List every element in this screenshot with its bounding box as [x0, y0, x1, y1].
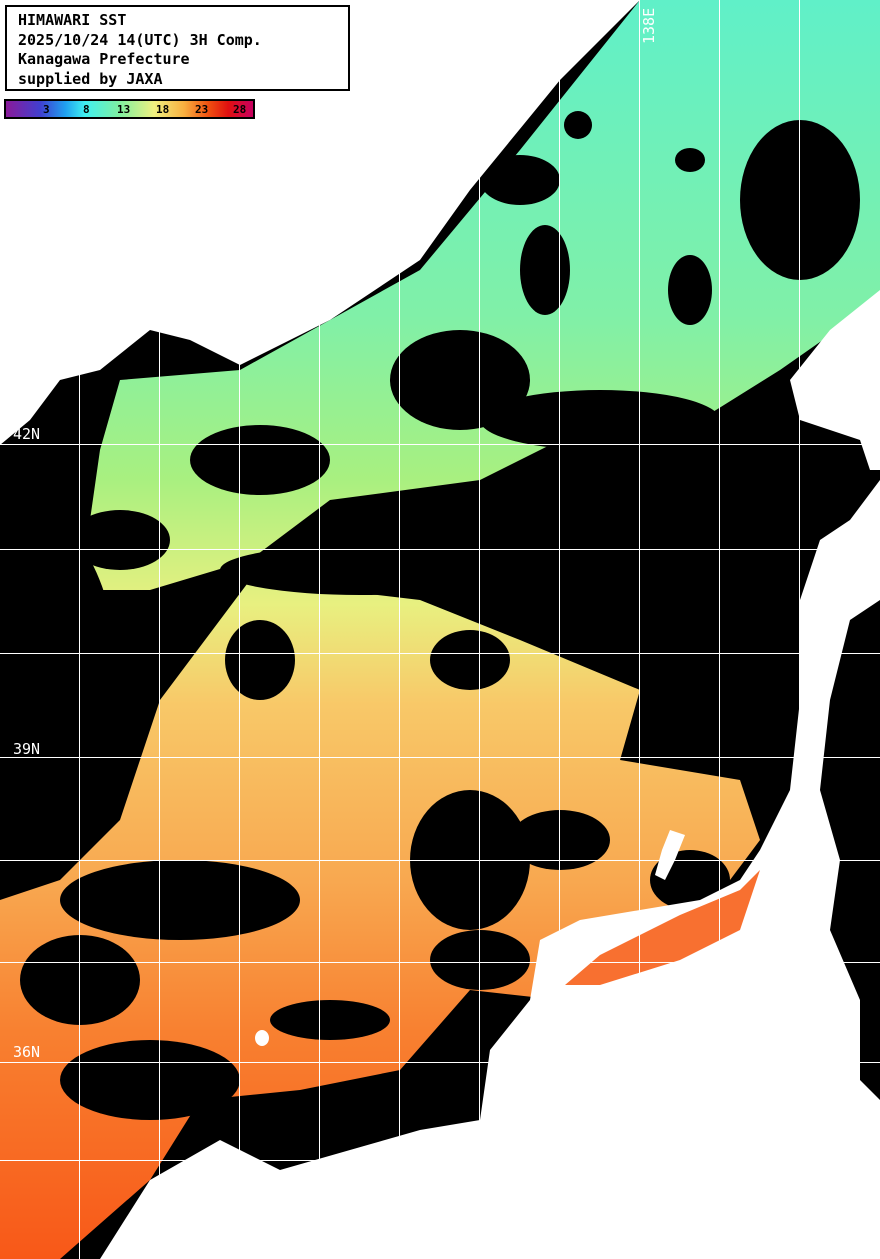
title-line-datetime: 2025/10/24 14(UTC) 3H Comp.: [18, 30, 262, 49]
sst-toyama-area: [565, 870, 760, 985]
lon-label-138e: 138E: [640, 7, 658, 44]
title-line-source: supplied by JAXA: [18, 69, 163, 88]
land-sado-island: [655, 830, 685, 880]
scale-label-13: 13: [117, 103, 131, 116]
land-oki-island: [255, 1030, 269, 1046]
scale-label-8: 8: [83, 103, 90, 116]
lat-label-42n: 42N: [13, 425, 41, 443]
color-scale-bar: 3 8 13 18 23 28: [4, 99, 255, 119]
lat-label-36n: 36N: [13, 1043, 41, 1061]
title-box: HIMAWARI SST 2025/10/24 14(UTC) 3H Comp.…: [5, 5, 350, 91]
title-line-product: HIMAWARI SST: [18, 11, 127, 29]
scale-label-23: 23: [195, 103, 209, 116]
scale-label-28: 28: [233, 103, 247, 116]
land-hokkaido: [790, 290, 880, 470]
scale-label-18: 18: [156, 103, 170, 116]
lat-label-39n: 39N: [13, 740, 41, 758]
land-honshu: [100, 480, 880, 1259]
scale-label-3: 3: [43, 103, 50, 116]
title-line-provider: Kanagawa Prefecture: [18, 50, 190, 68]
